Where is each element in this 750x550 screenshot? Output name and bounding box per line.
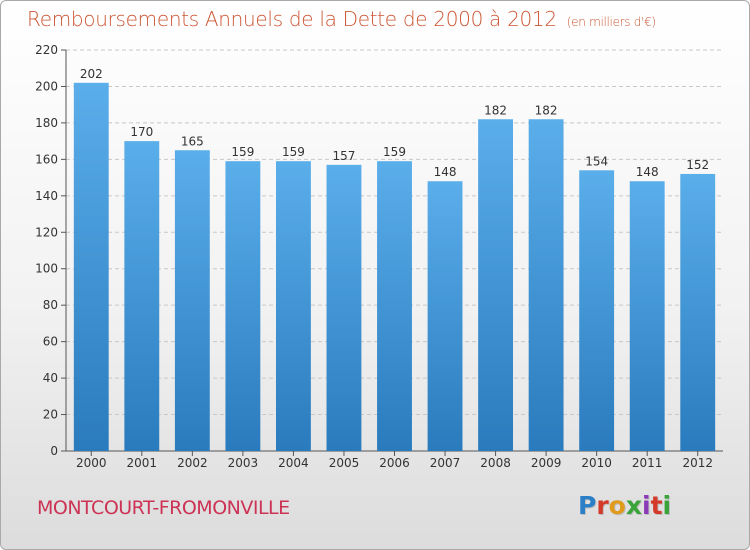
bar-2007	[427, 181, 463, 451]
bar-2010	[579, 170, 615, 452]
x-tick-label-2007: 2007	[430, 456, 461, 470]
y-tick-label: 100	[35, 262, 58, 276]
x-tick-labels: 2000 2001 2002 2003 2004 2005 2006 2007 2008 2009…	[76, 456, 713, 470]
x-tick-label-2011: 2011	[632, 456, 663, 470]
y-tick-label: 60	[43, 335, 58, 349]
value-labels: 202 170 165 159 159 157 159 148 182 182 154 148 152	[80, 67, 709, 179]
y-tick-label: 80	[43, 298, 58, 312]
value-label-2011: 148	[636, 165, 659, 179]
value-label-2010: 154	[585, 154, 608, 168]
bar-2008	[478, 119, 514, 451]
value-label-2005: 157	[333, 149, 356, 163]
x-tick-label-2010: 2010	[581, 456, 612, 470]
bar-2002	[174, 150, 210, 451]
x-tick-label-2008: 2008	[480, 456, 511, 470]
y-tick-label: 180	[35, 116, 58, 130]
bar-2005	[326, 164, 362, 451]
logo-letter: o	[608, 491, 626, 520]
value-label-2000: 202	[80, 67, 103, 81]
chart-unit: (en milliers d'€)	[566, 15, 656, 29]
value-label-2009: 182	[535, 103, 558, 117]
y-tick-label: 140	[35, 189, 58, 203]
value-label-2012: 152	[686, 158, 709, 172]
y-tick-label: 0	[50, 444, 58, 458]
bar-2006	[377, 161, 412, 451]
bars	[73, 82, 716, 452]
value-label-2006: 159	[383, 145, 406, 159]
logo-letter: i	[642, 491, 651, 520]
y-tick-labels: 0 20 40 60 80 100 120 140 160 180 200 220	[35, 43, 58, 458]
value-label-2004: 159	[282, 145, 305, 159]
y-tick-label: 160	[35, 152, 58, 166]
logo-letter: x	[625, 491, 642, 520]
bar-2003	[225, 161, 261, 451]
logo-letter: t	[650, 491, 663, 520]
bar-2000	[73, 82, 109, 452]
x-tick-label-2000: 2000	[76, 456, 107, 470]
y-tick-label: 120	[35, 225, 58, 239]
bar-2012	[680, 173, 716, 452]
logo-letter: r	[596, 491, 609, 520]
logo-letter: i	[662, 491, 672, 520]
logo-letter: P	[578, 491, 597, 520]
x-tick-label-2004: 2004	[278, 456, 309, 470]
x-tick-label-2005: 2005	[329, 456, 360, 470]
chart-title: Remboursements Annuels de la Dette de 20…	[27, 7, 656, 31]
value-label-2002: 165	[181, 134, 204, 148]
x-tick-label-2001: 2001	[127, 456, 158, 470]
bar-2004	[275, 161, 311, 451]
value-label-2003: 159	[231, 145, 254, 159]
x-tick-label-2012: 2012	[682, 456, 713, 470]
proxiti-logo[interactable]: Proxiti	[578, 491, 671, 520]
bar-2001	[124, 141, 160, 452]
x-tick-label-2002: 2002	[177, 456, 208, 470]
x-tick-label-2009: 2009	[531, 456, 562, 470]
y-tick-label: 200	[35, 79, 58, 93]
y-tick-label: 220	[35, 43, 58, 57]
x-tick-label-2003: 2003	[228, 456, 259, 470]
value-label-2008: 182	[484, 103, 507, 117]
chart-title-text: Remboursements Annuels de la Dette de 20…	[27, 7, 557, 31]
value-label-2007: 148	[434, 165, 457, 179]
bar-2009	[528, 119, 564, 451]
y-tick-label: 40	[43, 371, 58, 385]
location-name: MONTCOURT-FROMONVILLE	[37, 497, 290, 519]
y-tick-label: 20	[43, 408, 58, 422]
value-label-2001: 170	[130, 125, 153, 139]
x-tick-label-2006: 2006	[379, 456, 410, 470]
bar-2011	[629, 181, 665, 451]
